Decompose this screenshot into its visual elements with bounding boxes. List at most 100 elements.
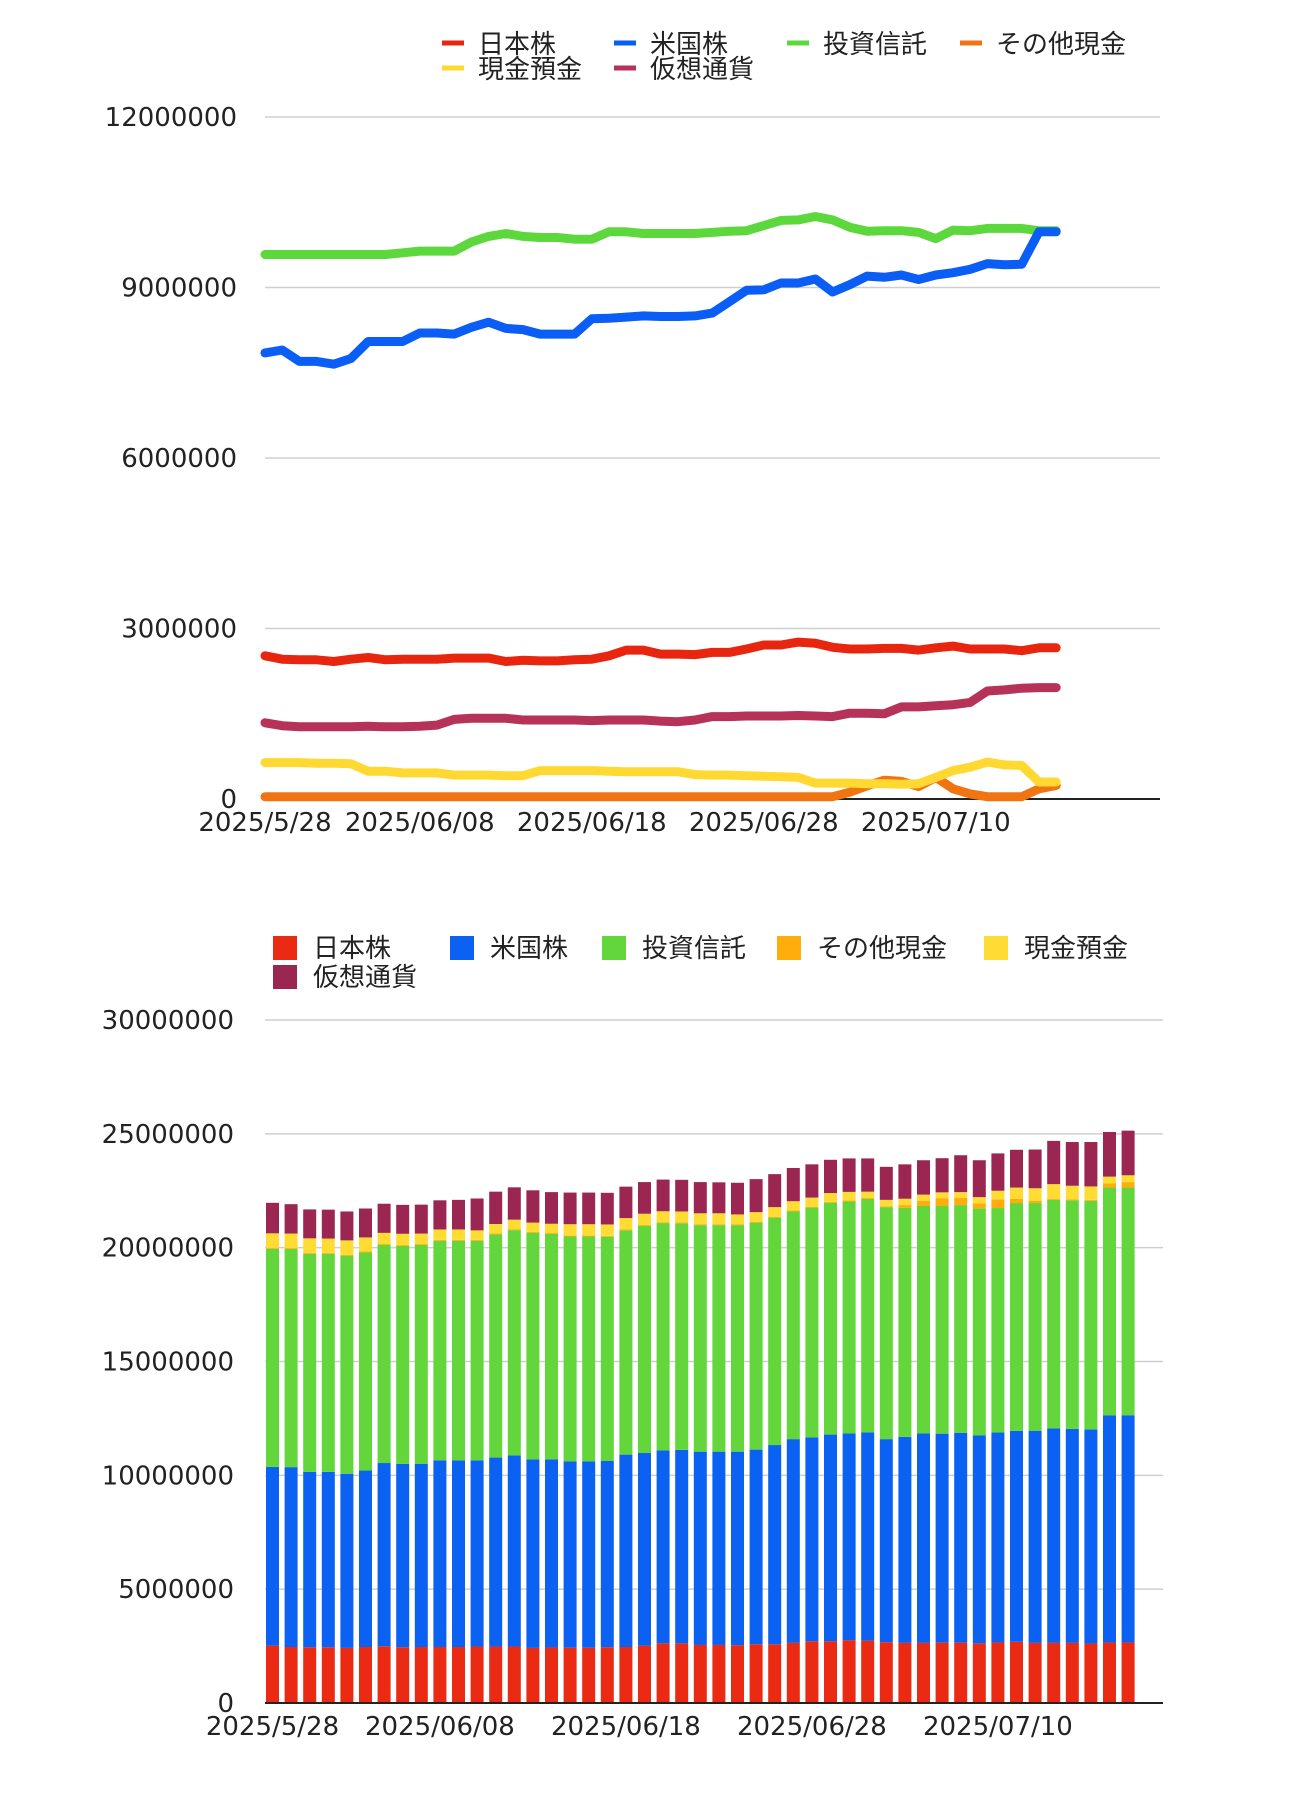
- bar-segment-1: [359, 1470, 372, 1647]
- bar-segment-2: [824, 1202, 837, 1435]
- bar-segment-4: [489, 1223, 503, 1234]
- bar-segment-4: [1084, 1186, 1098, 1200]
- bar-segment-2: [359, 1252, 372, 1471]
- bar-segment-5: [1084, 1142, 1098, 1187]
- bar-segment-4: [1065, 1185, 1079, 1200]
- bar-segment-0: [693, 1644, 707, 1703]
- bar-segment-0: [489, 1646, 503, 1703]
- bar-segment-1: [1121, 1415, 1135, 1643]
- bar-segment-5: [340, 1211, 354, 1241]
- legend-label: 米国株: [650, 30, 728, 60]
- bar-segment-4: [600, 1224, 614, 1236]
- series-line-2: [260, 212, 1061, 259]
- bar-segment-2: [452, 1240, 465, 1461]
- bar-segment-0: [266, 1645, 279, 1703]
- bar-segment-0: [805, 1641, 819, 1703]
- bar-segment-5: [545, 1192, 558, 1224]
- bar-segment-1: [452, 1460, 465, 1647]
- bar-segment-1: [1065, 1428, 1079, 1643]
- bar-segment-3: [321, 1252, 335, 1254]
- bar-segment-4: [656, 1211, 670, 1223]
- bar-segment-3: [768, 1216, 782, 1218]
- bar-segment-0: [861, 1640, 875, 1703]
- bar-segment-1: [340, 1473, 354, 1648]
- bar-segment-3: [377, 1244, 391, 1245]
- stacked-bar-chart: 0 5000000 10000000 15000000 20000000 25000000…: [0, 900, 1290, 1804]
- bar-segment-0: [1028, 1642, 1042, 1703]
- bar-segment-3: [600, 1235, 614, 1237]
- legend-label: 投資信託: [642, 934, 746, 964]
- bar-segment-2: [377, 1244, 391, 1464]
- bar-segment-5: [321, 1209, 335, 1239]
- bar-segment-5: [470, 1198, 484, 1231]
- x-tick-label: 2025/07/10: [861, 808, 1011, 838]
- bar-segment-0: [563, 1647, 577, 1703]
- bar-segment-4: [879, 1199, 893, 1207]
- bar-segment-3: [526, 1231, 540, 1233]
- bar-segment-4: [898, 1198, 912, 1206]
- bar-segment-0: [842, 1640, 856, 1703]
- bar-segment-3: [991, 1199, 1005, 1209]
- bar-segment-1: [693, 1451, 707, 1645]
- bar-segment-2: [1121, 1187, 1135, 1416]
- bar-segment-0: [824, 1641, 837, 1703]
- bar-segment-1: [972, 1435, 986, 1644]
- bar-segment-0: [470, 1646, 484, 1703]
- bar-segment-2: [917, 1206, 930, 1434]
- bar-segment-0: [545, 1647, 558, 1703]
- bar-segment-3: [1010, 1198, 1023, 1204]
- bar-segment-0: [433, 1646, 447, 1703]
- bar-segment-3: [582, 1235, 596, 1237]
- bar-segment-0: [749, 1644, 763, 1703]
- bar-segment-5: [935, 1158, 949, 1193]
- bar-segment-2: [879, 1207, 893, 1440]
- y-tick-label: 15000000: [102, 1348, 234, 1378]
- bar-segment-4: [452, 1229, 465, 1240]
- bar-segment-3: [1065, 1199, 1079, 1201]
- bar-segment-4: [619, 1218, 633, 1230]
- x-tick-label: 2025/06/28: [689, 808, 839, 838]
- bar-segment-2: [396, 1245, 410, 1464]
- bar-segment-0: [507, 1646, 521, 1703]
- bar-segment-0: [1065, 1642, 1079, 1703]
- bar-segment-0: [638, 1645, 651, 1703]
- bar-segment-0: [414, 1646, 428, 1703]
- bar-segment-2: [582, 1236, 596, 1462]
- bar-segment-3: [266, 1247, 279, 1249]
- bar-segment-2: [600, 1236, 614, 1461]
- bar-segment-1: [786, 1439, 800, 1643]
- bar-segment-1: [991, 1432, 1005, 1643]
- bar-segment-4: [526, 1222, 540, 1232]
- legend-swatch: [273, 965, 297, 989]
- bar-segment-4: [266, 1233, 279, 1248]
- bar-segment-5: [861, 1158, 875, 1192]
- bar-segment-3: [545, 1233, 558, 1235]
- legend-swatch: [984, 936, 1008, 960]
- bar-segment-1: [917, 1433, 930, 1643]
- bar-segment-4: [712, 1213, 726, 1225]
- bar-segment-5: [954, 1155, 968, 1193]
- bar-segment-5: [842, 1158, 856, 1192]
- bar-segment-0: [991, 1642, 1005, 1703]
- bar-segment-1: [396, 1463, 410, 1648]
- bar-segment-3: [414, 1244, 428, 1245]
- bar-segment-1: [1103, 1415, 1116, 1643]
- bar-segment-4: [824, 1193, 837, 1202]
- bar-segment-4: [675, 1211, 689, 1223]
- x-tick-label: 2025/06/08: [365, 1712, 515, 1742]
- bar-segment-4: [638, 1213, 651, 1225]
- bar-segment-3: [749, 1221, 763, 1223]
- bar-segment-0: [731, 1645, 744, 1703]
- bar-segment-0: [377, 1646, 391, 1703]
- bar-segment-3: [786, 1210, 800, 1212]
- bar-segment-3: [563, 1235, 577, 1237]
- bar-segment-3: [396, 1244, 410, 1246]
- bar-segment-3: [1103, 1183, 1116, 1188]
- bar-segment-5: [991, 1153, 1005, 1191]
- bar-segment-5: [452, 1199, 465, 1230]
- bar-segment-3: [359, 1251, 372, 1253]
- bar-segment-2: [972, 1208, 986, 1436]
- bar-segment-1: [842, 1433, 856, 1641]
- bar-segment-1: [935, 1433, 949, 1643]
- bar-segment-5: [731, 1182, 744, 1215]
